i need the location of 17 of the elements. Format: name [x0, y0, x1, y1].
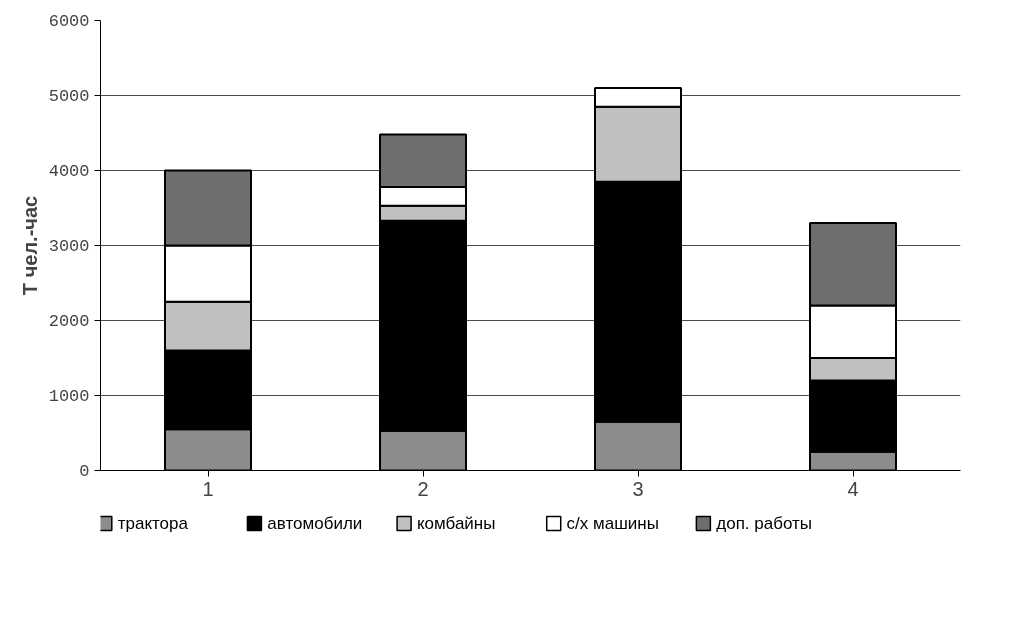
- y-tick-label: 6000: [48, 12, 90, 31]
- y-axis-title: Т чел.-час: [18, 195, 41, 296]
- legend-label: трактора: [117, 514, 189, 533]
- x-tick-label: 3: [632, 477, 644, 500]
- x-tick-label: 4: [847, 477, 859, 500]
- x-tick-label: 2: [417, 477, 429, 500]
- y-tick-label: 5000: [48, 87, 90, 106]
- y-tick-label: 0: [79, 462, 90, 481]
- legend-label: автомобили: [267, 514, 363, 533]
- y-tick-label: 4000: [48, 162, 90, 181]
- y-tick-label: 3000: [48, 237, 90, 256]
- legend-label: комбайны: [416, 514, 496, 533]
- legend-label: доп. работы: [716, 514, 813, 533]
- x-tick-label: 1: [202, 477, 214, 500]
- y-tick-label: 1000: [48, 387, 90, 406]
- legend-label: с/х машины: [566, 514, 659, 533]
- y-tick-label: 2000: [48, 312, 90, 331]
